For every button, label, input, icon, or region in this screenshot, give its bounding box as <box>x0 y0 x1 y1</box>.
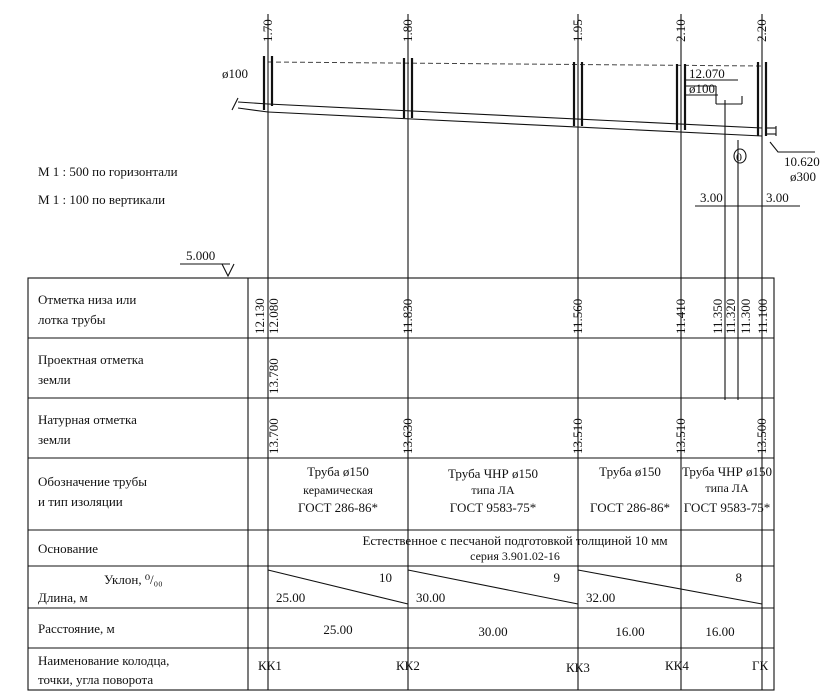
profile-table <box>27 277 775 691</box>
row-header-distance: Расстояние, м <box>38 621 115 636</box>
natural-ground-kk2: 13.630 <box>400 418 415 454</box>
datum-value: 5.000 <box>186 248 215 263</box>
row-header-well-name-2: точки, угла поворота <box>38 672 153 687</box>
pipe-bottom-line <box>267 111 763 137</box>
svg-text:ГОСТ 9583-75*: ГОСТ 9583-75* <box>450 500 536 515</box>
slope-2: 9 <box>554 570 561 585</box>
bottom-mark-gk-d: 11.100 <box>755 299 770 334</box>
natural-ground-kk3: 13.510 <box>570 418 585 454</box>
well-kk4: КК4 <box>665 658 689 673</box>
natural-ground-gk: 13.500 <box>754 418 769 454</box>
well-shaft-kk2 <box>402 58 414 118</box>
branch-pipe-bottom <box>237 107 269 113</box>
top-mark-gk: 2.20 <box>754 19 769 42</box>
slope-1: 10 <box>379 570 392 585</box>
scale-horizontal: М 1 : 500 по горизонтали <box>38 164 178 179</box>
svg-text:Труба ø150: Труба ø150 <box>599 464 661 479</box>
top-mark-kk4: 2.10 <box>673 19 688 42</box>
svg-text:ГОСТ 9583-75*: ГОСТ 9583-75* <box>684 500 770 515</box>
row-header-design-ground-2: земли <box>38 372 71 387</box>
distance-3: 16.00 <box>615 624 644 639</box>
length-1: 25.00 <box>276 590 305 605</box>
dimension-left: 3.00 <box>700 190 723 205</box>
svg-text:керамическая: керамическая <box>303 483 373 497</box>
well-kk1: КК1 <box>258 658 282 673</box>
natural-ground-kk1: 13.700 <box>266 418 281 454</box>
branch-pipe-end <box>231 97 239 111</box>
bottom-mark-gk-a: 11.350 <box>710 299 725 334</box>
distance-1: 25.00 <box>323 622 352 637</box>
svg-text:типа ЛА: типа ЛА <box>471 483 515 497</box>
distance-2: 30.00 <box>478 624 507 639</box>
datum-arrow <box>221 263 235 278</box>
well-kk3: КК3 <box>566 660 590 675</box>
dimension-right: 3.00 <box>766 190 789 205</box>
pipe-type-3: Труба ø150 ГОСТ 286-86* <box>590 464 670 515</box>
well-shaft-kk1 <box>262 56 274 110</box>
base-line-1: Естественное с песчаной подготовкой толщ… <box>362 533 667 548</box>
collector-diameter: ø300 <box>790 169 816 184</box>
row-header-design-ground-1: Проектная отметка <box>38 352 144 367</box>
row-header-well-name-1: Наименование колодца, <box>38 653 169 668</box>
collector-circle <box>733 148 747 164</box>
length-2: 30.00 <box>416 590 445 605</box>
slope-diagonal-2 <box>407 569 579 605</box>
profile-section: 1.70 1.80 1.95 2.10 2.20 ø100 12.070 ø10… <box>222 14 820 690</box>
pipe-type-4: Труба ЧНР ø150 типа ЛА ГОСТ 9583-75* <box>682 464 772 515</box>
bottom-mark-kk4: 11.410 <box>673 299 688 334</box>
row-header-slope: Уклон, ⁰/₀₀ <box>104 572 163 587</box>
base-line-2: серия 3.901.02-16 <box>470 549 560 563</box>
svg-text:Труба ЧНР ø150: Труба ЧНР ø150 <box>448 466 538 481</box>
row-header-length: Длина, м <box>38 590 88 605</box>
length-3: 32.00 <box>586 590 615 605</box>
bottom-mark-kk1-b: 12.080 <box>266 298 281 334</box>
row-header-pipe-type-1: Обозначение трубы <box>38 474 147 489</box>
elevation-10620: 10.620 <box>784 154 820 169</box>
svg-text:Труба ЧНР ø150: Труба ЧНР ø150 <box>682 464 772 479</box>
top-mark-kk1: 1.70 <box>260 19 275 42</box>
well-gk: ГК <box>752 658 769 673</box>
well-kk2: КК2 <box>396 658 420 673</box>
ground-line <box>267 61 763 67</box>
scale-vertical: М 1 : 100 по вертикали <box>38 192 165 207</box>
design-ground-kk1: 13.780 <box>266 358 281 394</box>
top-mark-kk2: 1.80 <box>400 19 415 42</box>
top-mark-kk3: 1.95 <box>570 19 585 42</box>
svg-text:Труба ø150: Труба ø150 <box>307 464 369 479</box>
bottom-mark-gk-b: 11.320 <box>723 299 738 334</box>
pipe-type-2: Труба ЧНР ø150 типа ЛА ГОСТ 9583-75* <box>448 466 538 515</box>
pipe-diameter-right: ø100 <box>689 81 715 96</box>
well-shaft-kk3 <box>572 62 584 126</box>
bottom-mark-gk-c: 11.300 <box>738 299 753 334</box>
elevation-pointer <box>769 141 815 153</box>
pipe-top-line <box>267 103 763 129</box>
bottom-mark-kk3: 11.560 <box>570 299 585 334</box>
collector-symbol: 0 <box>736 150 742 164</box>
slope-3: 8 <box>736 570 743 585</box>
projection-lines <box>267 14 763 690</box>
row-header-natural-ground-2: земли <box>38 432 71 447</box>
row-header-bottom-mark-1: Отметка низа или <box>38 292 136 307</box>
svg-text:типа ЛА: типа ЛА <box>705 481 749 495</box>
svg-text:ГОСТ 286-86*: ГОСТ 286-86* <box>590 500 670 515</box>
table-border <box>27 277 775 691</box>
well-shaft-kk4 <box>675 64 687 130</box>
row-header-natural-ground-1: Натурная отметка <box>38 412 137 427</box>
slope-diagonal-3 <box>577 569 763 605</box>
row-header-pipe-type-2: и тип изоляции <box>38 494 123 509</box>
svg-text:ГОСТ 286-86*: ГОСТ 286-86* <box>298 500 378 515</box>
distance-4: 16.00 <box>705 624 734 639</box>
pipe-diameter-left: ø100 <box>222 66 248 81</box>
bottom-mark-kk1-a: 12.130 <box>252 298 267 334</box>
slope-diagonal-1 <box>267 569 409 605</box>
well-shaft-gk <box>756 62 777 136</box>
elevation-12070: 12.070 <box>689 66 725 81</box>
bottom-mark-kk2: 11.830 <box>400 299 415 334</box>
row-header-base: Основание <box>38 541 98 556</box>
natural-ground-kk4: 13.510 <box>673 418 688 454</box>
pipe-type-1: Труба ø150 керамическая ГОСТ 286-86* <box>298 464 378 515</box>
row-header-bottom-mark-2: лотка трубы <box>38 312 106 327</box>
